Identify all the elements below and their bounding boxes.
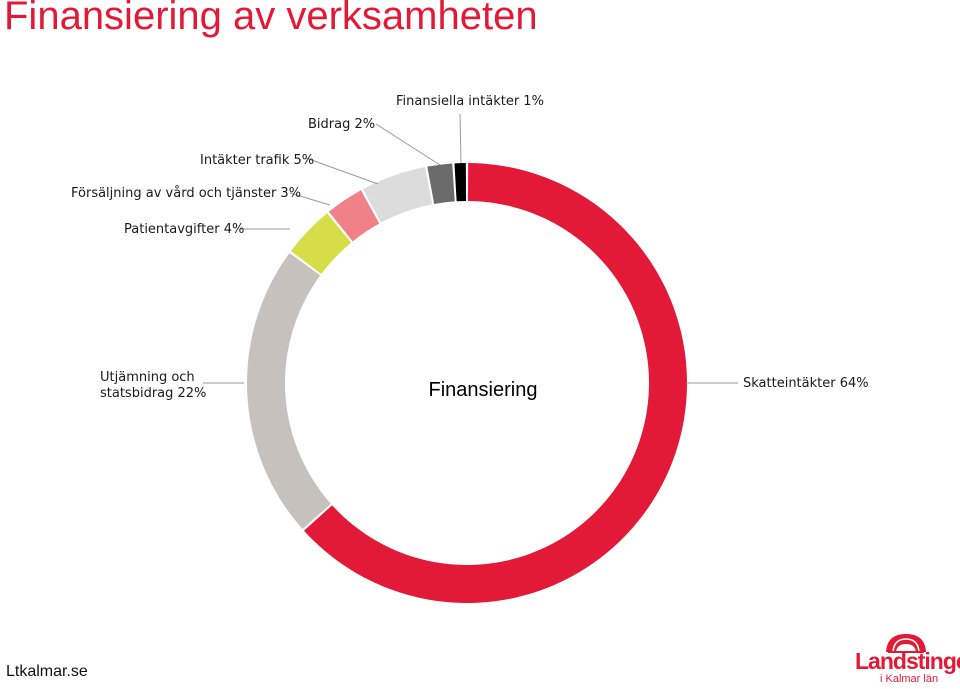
leader-line [459,113,462,164]
slice-label: Patientavgifter 4% [124,222,244,237]
slice-labels: Skatteintäkter 64% Utjämning och statsbidr… [71,94,869,401]
logo-subtitle: i Kalmar län [880,673,939,685]
donut-slice [362,167,433,223]
slice-label: Skatteintäkter 64% [743,376,869,391]
landstinget-logo: Landstinget i Kalmar län [852,630,960,689]
leader-lines [203,113,738,384]
donut-slice [454,163,467,202]
footer-url[interactable]: Ltkalmar.se [6,663,88,680]
slice-label: Finansiella intäkter 1% [396,94,544,109]
donut-slice [328,190,380,242]
slide-title: Finansiering av verksamheten [4,0,538,38]
leader-line [289,192,331,206]
donut-slice [427,163,455,204]
logo-name: Landstinget [855,648,960,674]
slice-label: Intäkter trafik 5% [200,153,314,168]
donut-slice [290,213,352,274]
slice-label: Försäljning av vård och tjänster 3% [71,186,301,201]
logo-arch-icon [886,634,926,653]
center-label: Finansiering [429,379,538,401]
donut-slice [246,252,331,530]
leader-line [375,123,441,166]
donut-slice [303,163,687,604]
donut-slices [246,163,687,604]
slice-label: Bidrag 2% [308,117,375,132]
slice-label: Utjämning och statsbidrag 22% [100,370,206,401]
leader-line [305,157,379,185]
